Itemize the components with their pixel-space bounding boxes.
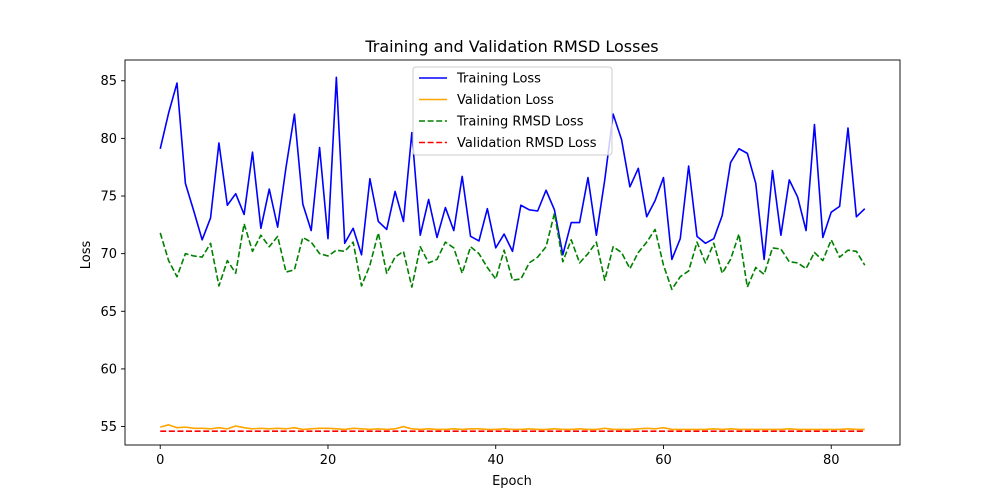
x-tick-label: 80: [823, 453, 840, 468]
x-tick-label: 0: [156, 453, 164, 468]
plot-lines: [159, 76, 866, 432]
x-tick-label: 40: [487, 453, 504, 468]
legend-box: [412, 66, 613, 156]
x-tick-label: 20: [320, 453, 337, 468]
legend-label-validation-loss: Validation Loss: [457, 93, 554, 108]
x-axis-label: Epoch: [492, 474, 532, 489]
legend-label-validation-rmsd-loss: Validation RMSD Loss: [457, 136, 597, 151]
y-tick-label: 80: [100, 132, 117, 147]
legend-label-training-loss: Training Loss: [456, 72, 541, 87]
y-tick-label: 70: [100, 247, 117, 262]
ticks: 0 20 40 60 80 55 60 65 70 75 80 85: [100, 74, 839, 468]
axes: [124, 59, 901, 446]
y-axis-label: Loss: [79, 241, 94, 270]
series-line-training-rmsd-loss: [159, 212, 866, 291]
series-line-training-loss: [159, 76, 866, 261]
plot-frame: [124, 59, 901, 446]
y-tick-label: 65: [100, 305, 117, 320]
chart-title: Training and Validation RMSD Losses: [364, 37, 658, 56]
y-tick-label: 55: [100, 420, 117, 435]
y-tick-label: 60: [100, 362, 117, 377]
legend: Training Loss Validation Loss Training RMS…: [412, 66, 613, 156]
x-tick-label: 60: [655, 453, 672, 468]
legend-label-training-rmsd-loss: Training RMSD Loss: [456, 115, 584, 130]
y-tick-label: 85: [100, 74, 117, 89]
y-tick-label: 75: [100, 190, 117, 205]
series-line-validation-loss: [160, 424, 865, 431]
